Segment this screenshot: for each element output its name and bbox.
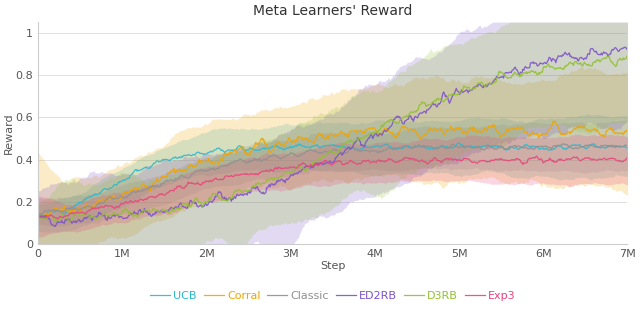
Legend: UCB, Corral, Classic, ED2RB, D3RB, Exp3: UCB, Corral, Classic, ED2RB, D3RB, Exp3 [146, 287, 520, 306]
X-axis label: Step: Step [320, 261, 346, 270]
Title: Meta Learners' Reward: Meta Learners' Reward [253, 4, 413, 18]
Y-axis label: Reward: Reward [4, 112, 14, 154]
